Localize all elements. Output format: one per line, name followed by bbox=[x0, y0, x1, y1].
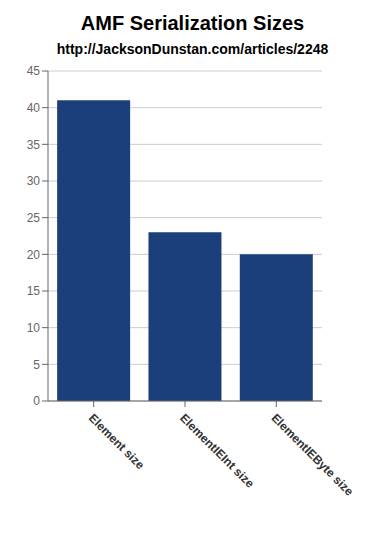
svg-text:ElementIEInt size: ElementIEInt size bbox=[177, 411, 257, 491]
svg-text:20: 20 bbox=[27, 248, 41, 262]
svg-text:ElementIEByte size: ElementIEByte size bbox=[269, 411, 357, 499]
html-text:http://JacksonDunstan.com/arti: http://JacksonDunstan.com/articles/2248 bbox=[56, 41, 329, 57]
svg-text:40: 40 bbox=[27, 101, 41, 115]
svg-text:5: 5 bbox=[33, 358, 40, 372]
svg-text:30: 30 bbox=[27, 174, 41, 188]
svg-text:35: 35 bbox=[27, 138, 41, 152]
svg-text:25: 25 bbox=[27, 211, 41, 225]
svg-text:10: 10 bbox=[27, 321, 41, 335]
svg-text:Element size: Element size bbox=[86, 411, 148, 473]
svg-text:15: 15 bbox=[27, 284, 41, 298]
html-text:AMF Serialization Sizes: AMF Serialization Sizes bbox=[80, 12, 305, 34]
svg-text:0: 0 bbox=[33, 394, 40, 408]
svg-text:45: 45 bbox=[27, 64, 41, 78]
